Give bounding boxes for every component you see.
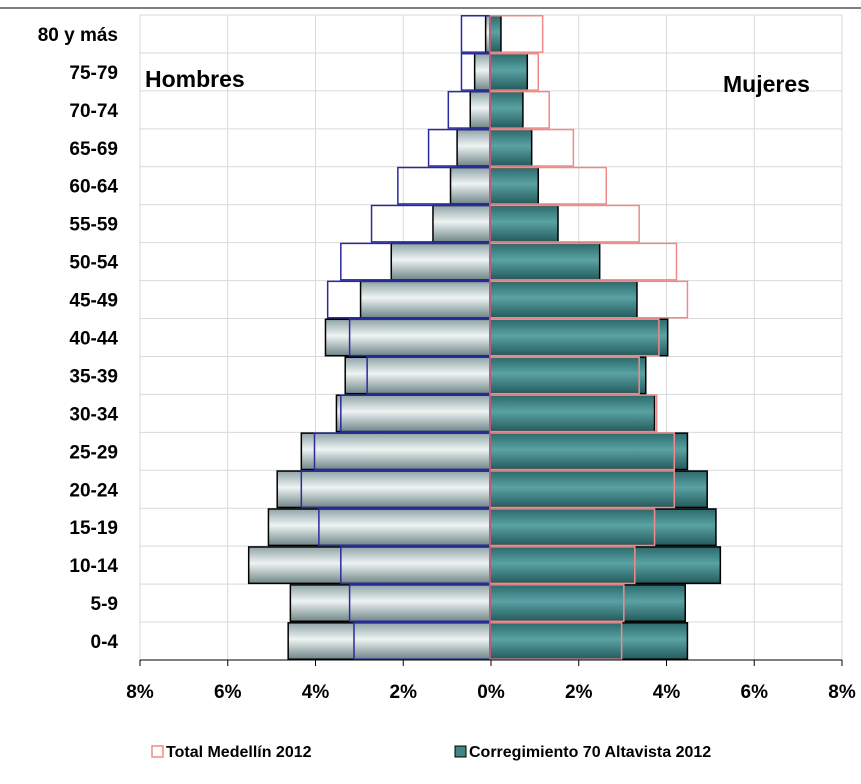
bar-female-altavista xyxy=(489,15,502,53)
bar-female-altavista xyxy=(489,128,533,167)
bar-male-altavista xyxy=(324,318,491,357)
legend: Total Medellín 2012 Corregimiento 70 Alt… xyxy=(151,744,711,761)
category-label: 55-59 xyxy=(69,215,118,236)
category-label: 50-54 xyxy=(69,253,118,274)
bar-female-altavista xyxy=(489,204,559,243)
category-label: 35-39 xyxy=(69,366,118,387)
bar-female-altavista xyxy=(489,242,601,281)
bar-female-altavista xyxy=(489,546,722,585)
bar-male-altavista xyxy=(287,622,491,660)
bar-male-altavista xyxy=(276,470,491,509)
legend-swatch-total-medellin xyxy=(151,745,164,758)
bar-female-altavista xyxy=(489,622,689,660)
bar-female-altavista xyxy=(489,508,717,547)
category-label: 25-29 xyxy=(69,442,118,463)
bar-female-altavista xyxy=(489,52,529,91)
category-label: 10-14 xyxy=(69,556,118,577)
category-label: 80 y más xyxy=(38,25,118,46)
bar-male-altavista xyxy=(344,356,491,395)
category-label: 30-34 xyxy=(69,404,118,425)
bar-male-altavista xyxy=(432,204,491,243)
bar-male-altavista xyxy=(456,128,491,167)
bar-male-altavista xyxy=(449,166,491,205)
x-tick-label: 6% xyxy=(741,682,769,703)
legend-label-total-medellin: Total Medellín 2012 xyxy=(166,744,312,761)
x-tick-label: 6% xyxy=(214,682,242,703)
bar-female-altavista xyxy=(489,394,656,433)
axes-group: 0-4 5-9 10-14 15-19 20-24 25-29 30-34 35-39 40-4… xyxy=(38,15,856,703)
legend-swatch-altavista xyxy=(454,745,467,758)
bar-female-altavista xyxy=(489,280,638,319)
bar-male-altavista xyxy=(390,242,491,281)
category-label: 65-69 xyxy=(69,139,118,160)
x-tick-label: 8% xyxy=(126,682,154,703)
bar-male-altavista xyxy=(267,508,491,547)
bar-female-altavista xyxy=(489,166,540,205)
x-tick-label: 2% xyxy=(390,682,418,703)
category-label: 20-24 xyxy=(69,480,118,501)
bar-female-altavista xyxy=(489,356,647,395)
bar-female-altavista xyxy=(489,584,686,623)
category-label: 40-44 xyxy=(69,329,118,350)
x-tick-label: 4% xyxy=(302,682,330,703)
x-tick-label: 0% xyxy=(477,682,505,703)
category-label: 60-64 xyxy=(69,177,118,198)
side-label-right: Mujeres xyxy=(723,71,810,97)
bar-female-altavista xyxy=(489,432,689,471)
bar-male-altavista xyxy=(289,584,491,623)
x-tick-label: 8% xyxy=(828,682,856,703)
bar-female-altavista xyxy=(489,90,524,129)
bar-male-altavista xyxy=(300,432,491,471)
bar-male-altavista xyxy=(335,394,491,433)
category-label: 45-49 xyxy=(69,291,118,312)
bar-female-altavista xyxy=(489,470,708,509)
bars-group xyxy=(247,15,722,660)
category-label: 75-79 xyxy=(69,63,118,84)
x-tick-label: 2% xyxy=(565,682,593,703)
category-label: 15-19 xyxy=(69,518,118,539)
bar-female-altavista xyxy=(489,318,669,357)
bar-male-altavista xyxy=(359,280,491,319)
bar-male-altavista xyxy=(473,52,491,91)
side-label-left: Hombres xyxy=(145,66,245,92)
x-tick-label: 4% xyxy=(653,682,681,703)
bar-male-altavista xyxy=(247,546,491,585)
category-label: 0-4 xyxy=(91,632,119,653)
bar-male-altavista xyxy=(469,90,491,129)
legend-label-altavista: Corregimiento 70 Altavista 2012 xyxy=(469,744,711,761)
category-label: 5-9 xyxy=(91,594,118,615)
category-label: 70-74 xyxy=(69,101,118,122)
